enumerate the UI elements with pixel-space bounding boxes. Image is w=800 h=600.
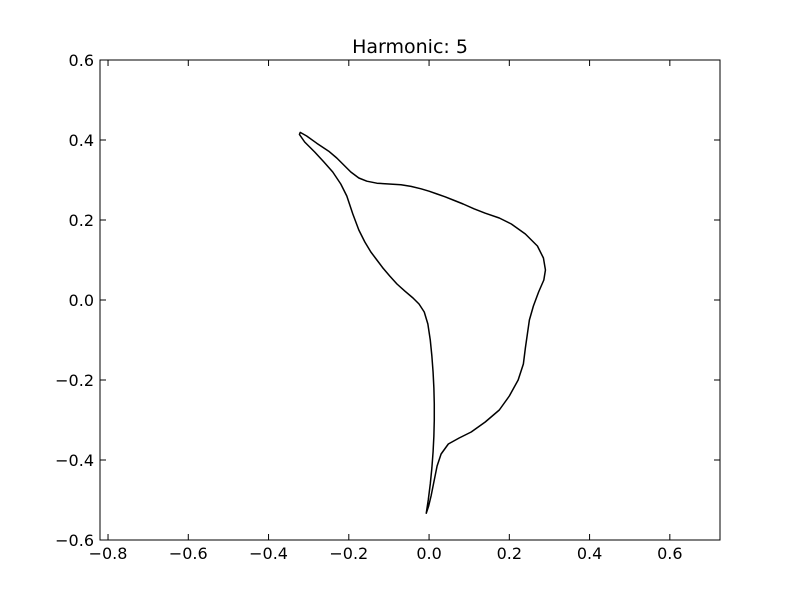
y-tick-label: 0.4 <box>69 131 94 150</box>
series-line-0 <box>298 131 547 514</box>
plot-area: −0.8 −0.6 −0.4 −0.2 0.0 0.2 0.4 0.60.60.40.20.0… <box>55 51 721 563</box>
y-tick-label: 0.6 <box>69 51 94 70</box>
x-tick-label: 0.6 <box>657 544 682 563</box>
x-tick-label: −0.4 <box>249 544 288 563</box>
x-tick-label: −0.6 <box>169 544 208 563</box>
y-tick-label: −0.2 <box>55 371 94 390</box>
x-tick-label: 0.0 <box>416 544 441 563</box>
x-tick-label: 0.2 <box>497 544 522 563</box>
x-tick-label: 0.4 <box>577 544 602 563</box>
y-tick-label: −0.4 <box>55 451 94 470</box>
y-tick-label: 0.0 <box>69 291 94 310</box>
chart-title: Harmonic: 5 <box>352 36 468 58</box>
x-tick-label: −0.8 <box>89 544 128 563</box>
x-tick-label: −0.2 <box>329 544 368 563</box>
y-tick-label: −0.6 <box>55 531 94 550</box>
y-tick-label: 0.2 <box>69 211 94 230</box>
